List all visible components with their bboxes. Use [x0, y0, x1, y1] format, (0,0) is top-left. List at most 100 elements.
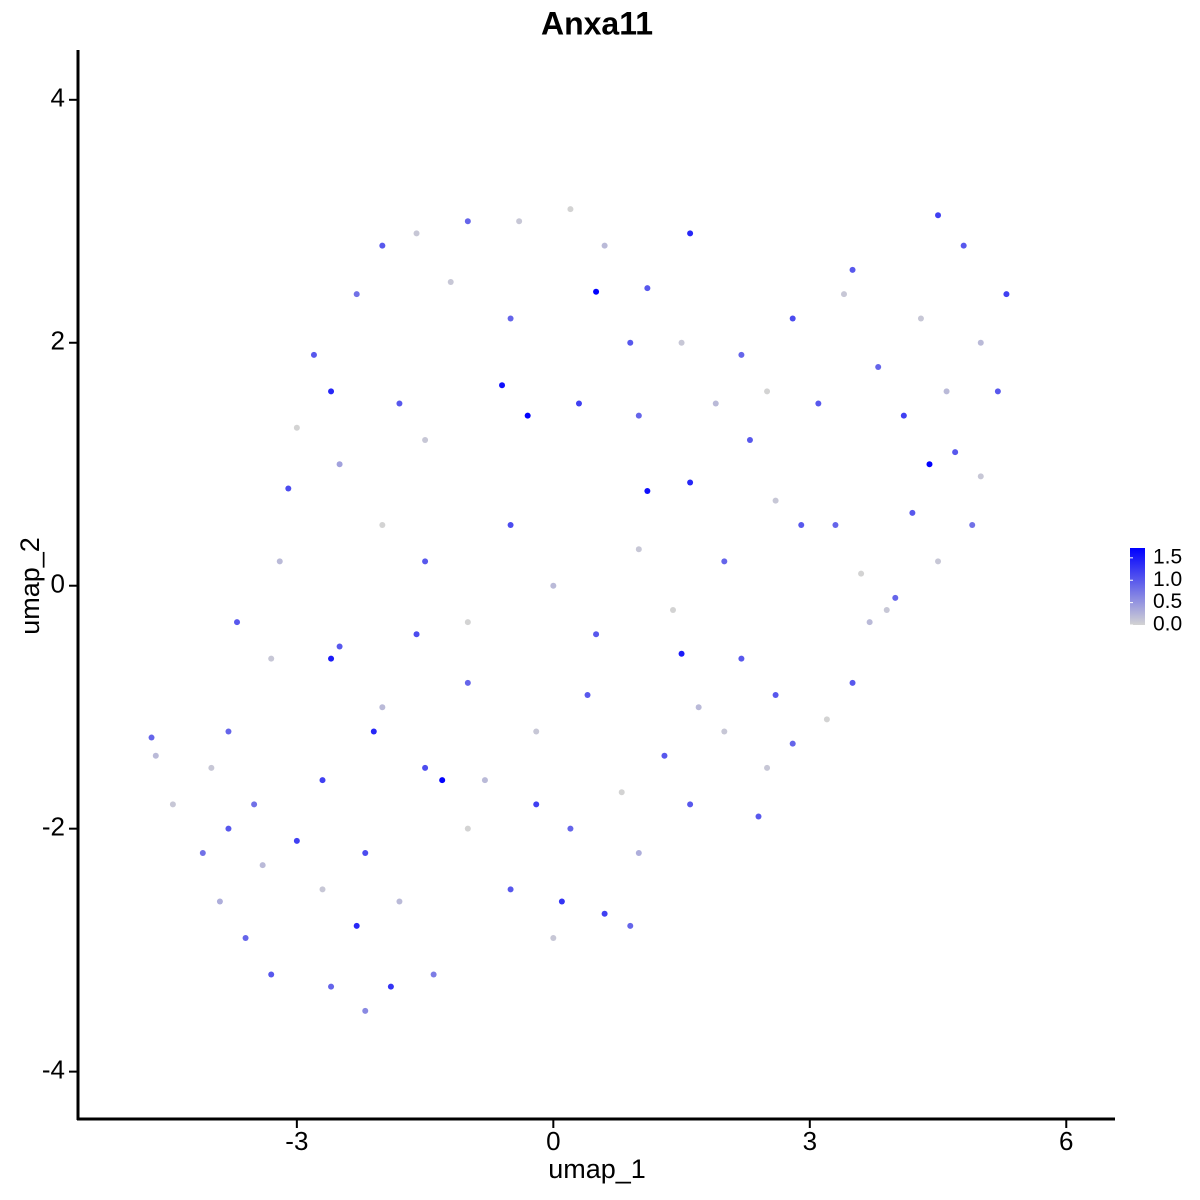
point — [379, 242, 386, 249]
point — [319, 777, 326, 784]
point — [396, 898, 403, 905]
point — [259, 862, 266, 869]
point — [319, 886, 326, 893]
point — [387, 983, 394, 990]
point — [550, 934, 557, 941]
point — [789, 315, 796, 322]
point — [558, 898, 565, 905]
y-tick-label: -4 — [42, 1054, 65, 1084]
points — [148, 206, 1010, 1014]
point — [618, 789, 625, 796]
point — [712, 400, 719, 407]
point — [550, 582, 557, 589]
point — [969, 521, 976, 528]
point — [917, 315, 924, 322]
point — [268, 655, 275, 662]
colorbar-label: 1.0 — [1153, 568, 1182, 591]
point — [293, 424, 300, 431]
point — [952, 449, 959, 456]
point — [575, 400, 582, 407]
point — [464, 218, 471, 225]
point — [413, 631, 420, 638]
point — [533, 728, 540, 735]
point — [721, 728, 728, 735]
y-tick-label: 4 — [51, 83, 65, 113]
point — [336, 643, 343, 650]
point — [764, 764, 771, 771]
point — [499, 382, 506, 389]
point — [849, 679, 856, 686]
point — [823, 716, 830, 723]
point — [960, 242, 967, 249]
point — [379, 521, 386, 528]
point — [627, 922, 634, 929]
point — [362, 849, 369, 856]
point — [909, 509, 916, 516]
x-tick-label: 3 — [803, 1126, 817, 1156]
point — [584, 692, 591, 699]
point — [738, 351, 745, 358]
point — [772, 692, 779, 699]
x-tick-label: 0 — [546, 1126, 560, 1156]
y-tick-label: -2 — [42, 812, 65, 842]
point — [900, 412, 907, 419]
point — [772, 497, 779, 504]
point — [815, 400, 822, 407]
point — [447, 279, 454, 286]
point — [687, 230, 694, 237]
point — [328, 983, 335, 990]
x-tick-label: -3 — [285, 1126, 308, 1156]
point — [234, 619, 241, 626]
point — [464, 619, 471, 626]
colorbar-label: 1.5 — [1153, 545, 1182, 568]
point — [507, 315, 514, 322]
point — [353, 922, 360, 929]
point — [396, 400, 403, 407]
point — [832, 521, 839, 528]
point — [883, 607, 890, 614]
point — [430, 971, 437, 978]
point — [635, 546, 642, 553]
point — [422, 436, 429, 443]
point — [994, 388, 1001, 395]
point — [601, 910, 608, 917]
point — [439, 777, 446, 784]
point — [678, 339, 685, 346]
point — [152, 752, 159, 759]
point — [593, 631, 600, 638]
point — [216, 898, 223, 905]
point — [567, 206, 574, 213]
colorbar-label: 0.5 — [1153, 590, 1182, 613]
point — [644, 285, 651, 292]
point — [738, 655, 745, 662]
chart-title: Anxa11 — [541, 5, 653, 41]
point — [977, 473, 984, 480]
point — [764, 388, 771, 395]
x-tick-label: 6 — [1059, 1126, 1073, 1156]
point — [353, 291, 360, 298]
point — [524, 412, 531, 419]
point — [464, 679, 471, 686]
point — [935, 558, 942, 565]
point — [721, 558, 728, 565]
point — [336, 461, 343, 468]
point — [926, 461, 933, 468]
point — [567, 825, 574, 832]
point — [276, 558, 283, 565]
point — [507, 886, 514, 893]
point — [593, 288, 600, 295]
point — [422, 764, 429, 771]
point — [328, 655, 335, 662]
x-axis-label: umap_1 — [548, 1154, 646, 1184]
point — [695, 704, 702, 711]
point — [977, 339, 984, 346]
point — [169, 801, 176, 808]
point — [661, 752, 668, 759]
point — [789, 740, 796, 747]
point — [644, 487, 651, 494]
point — [935, 212, 942, 219]
point — [148, 734, 155, 741]
point — [601, 242, 608, 249]
point — [678, 650, 685, 657]
point — [285, 485, 292, 492]
